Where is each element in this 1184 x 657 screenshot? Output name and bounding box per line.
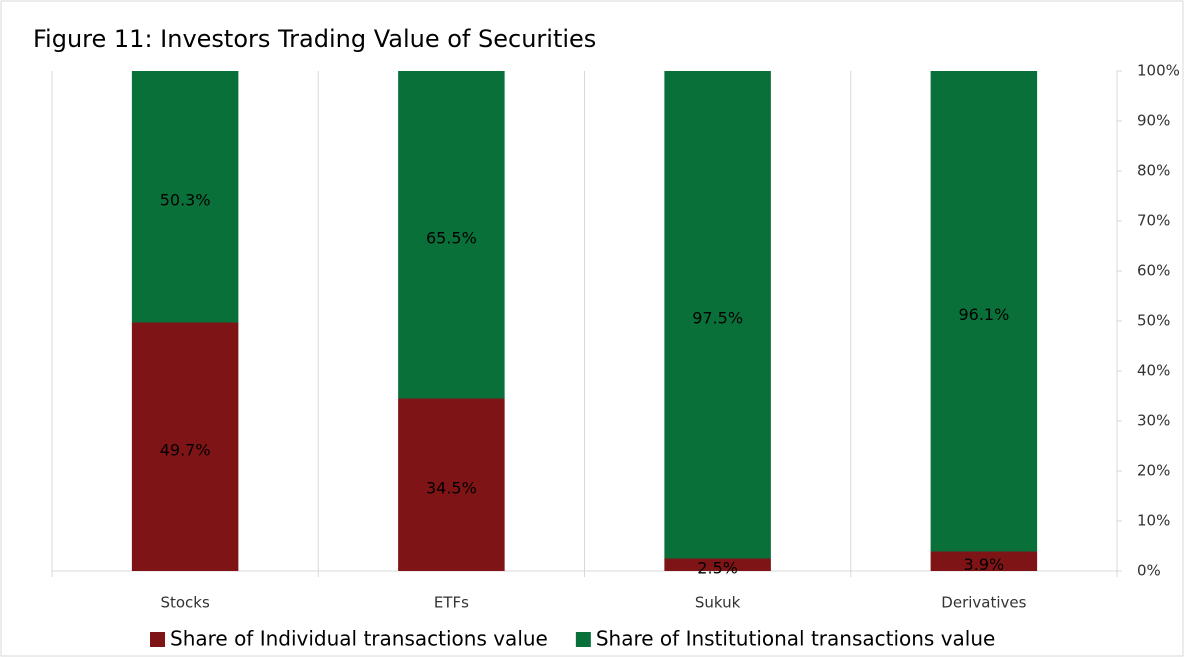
legend-swatch — [150, 632, 165, 647]
y-tick-label: 90% — [1137, 112, 1170, 130]
data-label: 49.7% — [160, 440, 211, 459]
chart-title: Figure 11: Investors Trading Value of Se… — [33, 25, 596, 53]
y-tick-label: 70% — [1137, 212, 1170, 230]
bar-segment — [664, 558, 771, 571]
y-tick-label: 30% — [1137, 412, 1170, 430]
bar-segment — [131, 322, 239, 571]
bar-segment — [930, 551, 1038, 571]
y-tick-label: 10% — [1137, 512, 1170, 530]
data-label: 34.5% — [426, 478, 477, 497]
y-tick-label: 100% — [1137, 62, 1180, 80]
bar-segment — [664, 71, 771, 559]
data-label: 3.9% — [964, 555, 1005, 574]
bar-segment — [398, 71, 505, 399]
y-tick-label: 50% — [1137, 312, 1170, 330]
legend-label: Share of Institutional transactions valu… — [596, 627, 995, 651]
y-tick-label: 20% — [1137, 462, 1170, 480]
data-label: 65.5% — [426, 228, 477, 247]
bar-segment — [398, 398, 505, 571]
y-tick-label: 80% — [1137, 162, 1170, 180]
data-label: 96.1% — [958, 305, 1009, 324]
data-label: 50.3% — [160, 190, 211, 209]
y-tick-label: 60% — [1137, 262, 1170, 280]
bar-segment — [930, 71, 1038, 552]
x-tick-label: Derivatives — [941, 594, 1026, 612]
legend-label: Share of Individual transactions value — [170, 627, 548, 651]
x-tick-label: ETFs — [434, 594, 469, 612]
data-label: 97.5% — [692, 308, 743, 327]
bar-segment — [131, 71, 239, 323]
x-tick-label: Stocks — [160, 594, 210, 612]
y-tick-label: 40% — [1137, 362, 1170, 380]
legend-swatch — [575, 632, 591, 647]
y-tick-label: 0% — [1137, 562, 1161, 580]
x-tick-label: Sukuk — [695, 594, 741, 612]
data-label: 2.5% — [697, 558, 738, 577]
